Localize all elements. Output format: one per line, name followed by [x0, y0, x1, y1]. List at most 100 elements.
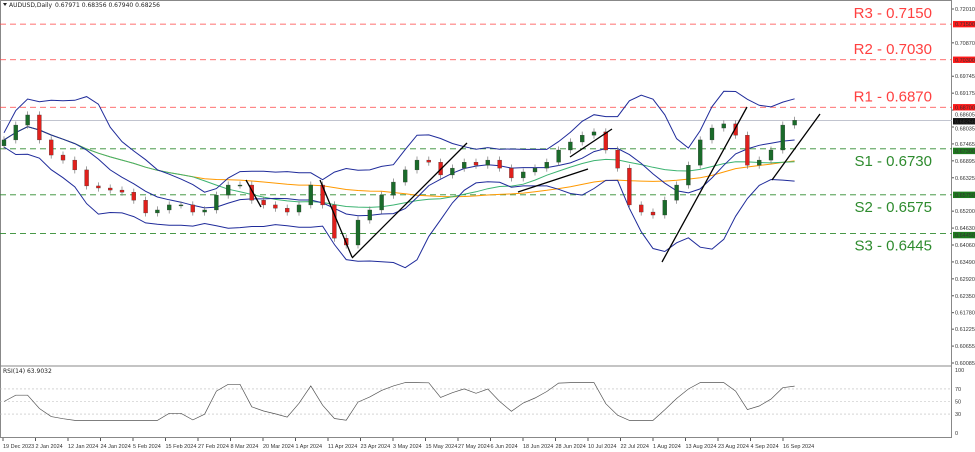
price-tick-label: 0.64630 — [955, 226, 975, 232]
candle — [485, 159, 490, 166]
price-tick-label: 0.61225 — [955, 327, 975, 333]
level-tag-r3 — [953, 20, 975, 28]
date-tick-label: 16 Sep 2024 — [783, 444, 814, 450]
candle — [1, 139, 7, 147]
candle — [84, 169, 89, 187]
candle — [509, 167, 514, 179]
date-tick-label: 24 Jan 2024 — [101, 444, 131, 450]
price-tick-label: 0.67465 — [955, 142, 975, 148]
date-tick-label: 27 Feb 2024 — [198, 444, 229, 450]
rsi-tick: 50 — [955, 400, 961, 406]
date-tick-label: 3 May 2024 — [393, 444, 422, 450]
candle — [615, 149, 620, 169]
candle — [379, 194, 384, 211]
candles — [1, 111, 797, 249]
trendline — [245, 179, 262, 208]
candle — [155, 209, 160, 214]
candle — [414, 159, 420, 171]
trendline — [661, 106, 748, 263]
trendline — [319, 179, 353, 258]
date-tick-label: 15 Feb 2024 — [166, 444, 197, 450]
candle — [355, 219, 361, 246]
candle — [686, 164, 691, 186]
candle — [296, 204, 302, 213]
candle — [214, 194, 219, 211]
dropdown-triangle-icon[interactable] — [3, 3, 7, 6]
rsi-line — [3, 382, 795, 421]
candle — [308, 184, 313, 206]
candle — [733, 123, 738, 136]
candle — [521, 171, 526, 179]
level-tag-r1 — [953, 104, 975, 111]
rsi-panel: RSI(14) 63.9032 — [0, 368, 952, 421]
candle — [426, 159, 431, 163]
candle — [391, 181, 396, 196]
chart-frame — [0, 0, 952, 438]
date-tick-label: 2 Jan 2024 — [36, 444, 63, 450]
candle — [639, 204, 644, 213]
candle — [273, 204, 278, 209]
level-label-r3: R3 - 0.7150 — [854, 5, 932, 22]
candle — [285, 208, 290, 213]
candle — [249, 184, 254, 201]
ma-fast-line — [3, 126, 795, 208]
candle — [108, 187, 113, 191]
candle — [167, 204, 172, 211]
candle — [332, 204, 337, 239]
candle — [650, 211, 656, 216]
date-tick-label: 28 Jun 2024 — [556, 444, 586, 450]
rsi-tick: 30 — [955, 412, 961, 418]
price-tick-label: 0.65200 — [955, 209, 975, 215]
trendlines — [245, 106, 821, 263]
candle — [627, 167, 632, 206]
date-tick-label: 15 May 2024 — [426, 444, 458, 450]
date-tick-label: 20 Mar 2024 — [263, 444, 294, 450]
trendline — [569, 128, 613, 158]
level-tag-s3 — [953, 231, 975, 239]
price-tick-label: 0.69175 — [955, 91, 975, 97]
price-tick-label: 0.60655 — [955, 344, 975, 350]
date-tick-label: 13 Aug 2024 — [686, 444, 717, 450]
price-tick-label: 0.63490 — [955, 260, 975, 266]
level-label-s1: S1 - 0.6730 — [854, 153, 932, 170]
level-label-r1: R1 - 0.6870 — [854, 88, 932, 105]
candle — [131, 192, 136, 201]
price-tick-label: 0.60085 — [955, 361, 975, 367]
candle — [49, 139, 54, 156]
rsi-label: RSI(14) 63.9032 — [3, 368, 52, 375]
date-tick-label: 1 Apr 2024 — [296, 444, 323, 450]
price-tick-label: 0.66895 — [955, 159, 975, 165]
level-label-r2: R2 - 0.7030 — [854, 41, 932, 58]
candle — [178, 204, 184, 207]
date-tick-label: 23 Apr 2024 — [361, 444, 391, 450]
candle — [450, 167, 455, 176]
candle — [261, 200, 266, 206]
level-tag-r1-text: 0.68700 — [955, 105, 975, 111]
symbol-label: AUDUSD,Daily — [9, 2, 52, 9]
candle — [237, 184, 243, 187]
date-tick-label: 12 Jan 2024 — [68, 444, 98, 450]
date-tick-label: 19 Dec 2023 — [3, 444, 34, 450]
date-tick-label: 23 Aug 2024 — [718, 444, 749, 450]
candle — [143, 200, 148, 214]
candle — [568, 141, 573, 151]
price-tick-label: 0.66325 — [955, 176, 975, 182]
candle — [60, 154, 66, 161]
date-tick-label: 10 Jul 2024 — [588, 444, 616, 450]
candle — [532, 167, 538, 173]
candle — [721, 123, 726, 129]
level-tag-r2-text: 0.70300 — [955, 58, 975, 64]
date-tick-label: 11 Apr 2024 — [328, 444, 357, 450]
price-tick-label: 0.69745 — [955, 74, 975, 80]
candle — [745, 135, 750, 166]
date-tick-label: 8 Mar 2024 — [231, 444, 259, 450]
price-tick-label: 0.62350 — [955, 294, 975, 300]
candle — [202, 209, 207, 213]
price-tick-label: 0.61780 — [955, 311, 975, 317]
candle — [662, 200, 667, 216]
candle — [119, 189, 125, 193]
level-tag-s3-text: 0.64450 — [955, 233, 975, 239]
level-tag-s2 — [953, 191, 975, 199]
date-tick-label: 1 Aug 2024 — [653, 444, 681, 450]
